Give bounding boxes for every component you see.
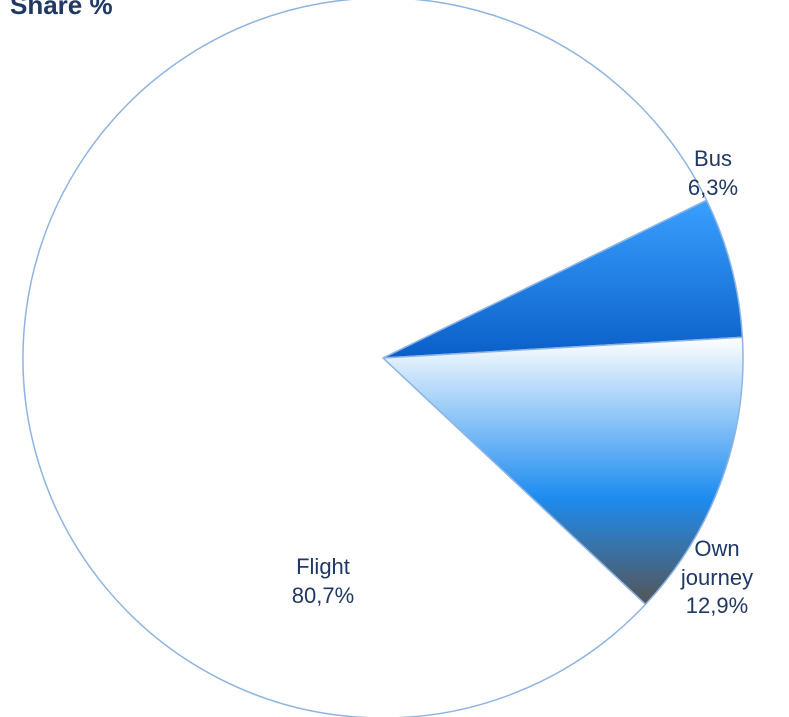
slice-value: 80,7% (291, 582, 355, 608)
slice-label: Own journey 12,9% (667, 535, 767, 621)
slice-label: Bus 6,3% (688, 145, 738, 202)
pie-slice (22, 0, 708, 717)
slice-value: 12,9% (685, 593, 749, 619)
slice-value: 6,3% (687, 174, 739, 200)
slice-name: Flight (296, 554, 350, 579)
chart-title: Share % (10, 0, 113, 20)
slice-label: Flight 80,7% (292, 553, 354, 610)
slice-name: Bus (694, 146, 732, 171)
pie-slice (381, 336, 744, 606)
slice-name: Own journey (680, 536, 754, 590)
pie-slice (382, 199, 744, 359)
